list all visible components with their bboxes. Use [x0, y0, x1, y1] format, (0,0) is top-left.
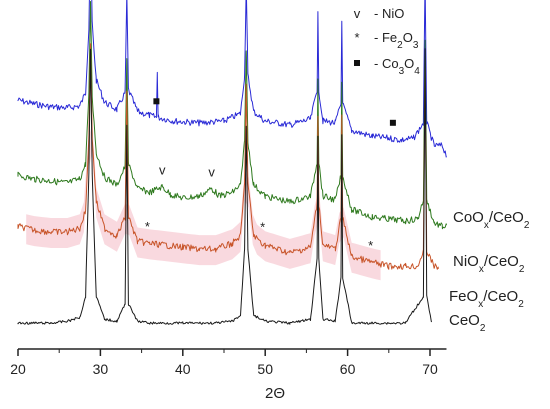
x-tick-label-40: 40: [175, 361, 191, 377]
pink-highlight: [26, 123, 381, 281]
peak-annotations: v v * * *: [145, 98, 396, 253]
legend-square-symbol: [354, 60, 360, 66]
annotation-v-symbol-3: v: [208, 165, 215, 180]
series-label-feox-ceo2: FeOx/CeO2: [449, 288, 524, 310]
legend-v-symbol: v: [354, 6, 361, 21]
series-label-niox-ceo2: NiOx/CeO2: [453, 253, 525, 275]
series-line-niox-ceo2: [17, 1, 447, 230]
x-tick-label-30: 30: [93, 361, 109, 377]
x-axis-title: 2Θ: [265, 385, 285, 402]
x-tick-label-50: 50: [257, 361, 273, 377]
legend-asterisk-symbol: *: [354, 30, 359, 45]
x-tick-label-70: 70: [422, 361, 438, 377]
series-line-coox-ceo2: [17, 0, 447, 158]
legend-label-2: - Co3O4: [374, 56, 420, 77]
legend: v - NiO * - Fe2O3 - Co3O4: [354, 6, 421, 77]
series-label-ceo2: CeO2: [449, 312, 486, 334]
annotation-square-symbol-0: [153, 98, 160, 105]
annotation-asterisk-symbol-4: *: [145, 219, 150, 234]
series-lines: [17, 0, 447, 325]
annotation-asterisk-symbol-5: *: [260, 219, 265, 234]
highlight-band: [26, 123, 381, 281]
x-tick-label-60: 60: [340, 361, 356, 377]
legend-label-0: - NiO: [374, 6, 404, 21]
x-tick-label-20: 20: [10, 361, 26, 377]
legend-label-1: - Fe2O3: [374, 30, 419, 51]
series-line-ceo2: [17, 48, 433, 325]
annotation-asterisk-symbol-6: *: [368, 238, 373, 253]
annotation-v-symbol-2: v: [159, 163, 166, 178]
series-label-coox-ceo2: CoOx/CeO2: [453, 209, 530, 231]
annotation-square-symbol-1: [389, 119, 396, 126]
x-axis: 20 30 40 50 60 70: [10, 348, 447, 377]
